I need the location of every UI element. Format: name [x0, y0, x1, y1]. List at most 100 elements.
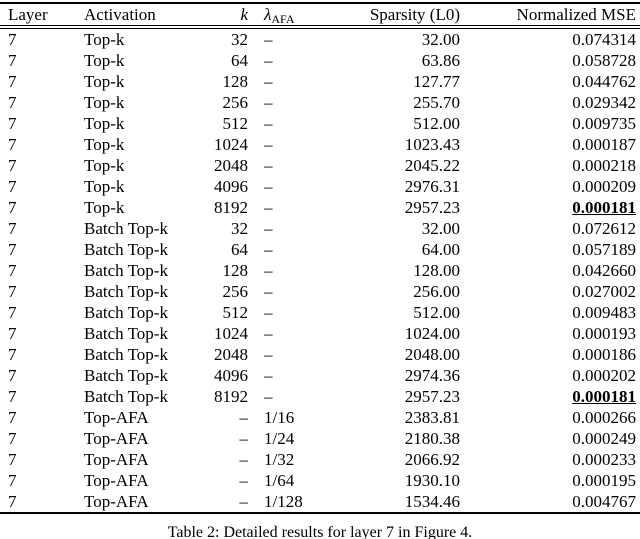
cell-sparsity: 256.00	[413, 282, 460, 301]
cell-lambda: –	[264, 219, 273, 238]
cell-k: 256	[222, 282, 249, 301]
cell-layer: 7	[8, 156, 17, 175]
cell-activation: Top-k	[84, 72, 125, 91]
cell-mse: 0.000187	[572, 135, 636, 154]
table-row: 7 Top-k 128 – 127.77 0.044762	[0, 71, 640, 92]
cell-mse: 0.042660	[572, 261, 636, 280]
header-row: Layer Activation k λAFA Sparsity (L0) No…	[0, 3, 640, 29]
cell-sparsity: 2383.81	[404, 408, 460, 427]
cell-k: 8192	[214, 387, 248, 406]
cell-mse: 0.000218	[572, 156, 636, 175]
cell-mse: 0.044762	[572, 72, 636, 91]
cell-mse: 0.000249	[572, 429, 636, 448]
cell-k: 2048	[214, 345, 248, 364]
cell-lambda: –	[264, 51, 273, 70]
table-row: 7 Top-k 32 – 32.00 0.074314	[0, 27, 640, 50]
header-k: k	[200, 3, 250, 29]
cell-layer: 7	[8, 408, 17, 427]
cell-k: 64	[231, 51, 248, 70]
table-row: 7 Batch Top-k 512 – 512.00 0.009483	[0, 302, 640, 323]
cell-sparsity: 127.77	[413, 72, 460, 91]
cell-k: 32	[231, 30, 248, 49]
cell-k: –	[239, 408, 249, 427]
cell-lambda: –	[264, 240, 273, 259]
cell-lambda: –	[264, 72, 273, 91]
cell-lambda: 1/64	[264, 471, 295, 490]
cell-activation: Batch Top-k	[84, 324, 168, 343]
cell-sparsity: 512.00	[413, 303, 460, 322]
table-row: 7 Top-k 512 – 512.00 0.009735	[0, 113, 640, 134]
cell-k: 1024	[214, 324, 248, 343]
table-row: 7 Top-AFA – 1/128 1534.46 0.004767	[0, 491, 640, 513]
cell-activation: Batch Top-k	[84, 240, 168, 259]
cell-layer: 7	[8, 450, 17, 469]
cell-sparsity: 32.00	[421, 219, 460, 238]
cell-activation: Top-k	[84, 135, 125, 154]
cell-mse: 0.000181	[572, 198, 636, 217]
table-row: 7 Top-k 1024 – 1023.43 0.000187	[0, 134, 640, 155]
cell-layer: 7	[8, 114, 17, 133]
table-row: 7 Top-AFA – 1/16 2383.81 0.000266	[0, 407, 640, 428]
cell-activation: Top-k	[84, 198, 125, 217]
table-row: 7 Batch Top-k 2048 – 2048.00 0.000186	[0, 344, 640, 365]
cell-lambda: –	[264, 324, 273, 343]
cell-sparsity: 255.70	[413, 93, 460, 112]
cell-sparsity: 2045.22	[404, 156, 460, 175]
cell-k: 4096	[214, 177, 248, 196]
cell-lambda: 1/32	[264, 450, 295, 469]
cell-lambda: –	[264, 156, 273, 175]
cell-sparsity: 1930.10	[404, 471, 460, 490]
table-row: 7 Batch Top-k 4096 – 2974.36 0.000202	[0, 365, 640, 386]
cell-mse: 0.000195	[572, 471, 636, 490]
table-body: 7 Top-k 32 – 32.00 0.074314 7 Top-k 64 –…	[0, 27, 640, 513]
cell-lambda: 1/24	[264, 429, 295, 448]
cell-lambda: –	[264, 387, 273, 406]
cell-layer: 7	[8, 261, 17, 280]
cell-lambda: –	[264, 135, 273, 154]
table-caption: Table 2: Detailed results for layer 7 in…	[167, 524, 473, 539]
cell-activation: Batch Top-k	[84, 345, 168, 364]
cell-mse: 0.000186	[572, 345, 636, 364]
cell-activation: Top-AFA	[84, 471, 149, 490]
cell-activation: Top-AFA	[84, 492, 149, 511]
results-table: Layer Activation k λAFA Sparsity (L0) No…	[0, 2, 640, 514]
cell-sparsity: 512.00	[413, 114, 460, 133]
cell-layer: 7	[8, 324, 17, 343]
cell-layer: 7	[8, 345, 17, 364]
cell-activation: Top-k	[84, 114, 125, 133]
table-row: 7 Batch Top-k 32 – 32.00 0.072612	[0, 218, 640, 239]
cell-lambda: –	[264, 282, 273, 301]
cell-k: 512	[222, 114, 249, 133]
cell-mse: 0.000233	[572, 450, 636, 469]
cell-sparsity: 2957.23	[404, 198, 460, 217]
cell-layer: 7	[8, 177, 17, 196]
cell-lambda: 1/128	[264, 492, 303, 511]
cell-activation: Batch Top-k	[84, 261, 168, 280]
cell-k: –	[239, 471, 249, 490]
cell-lambda: –	[264, 345, 273, 364]
cell-activation: Top-k	[84, 93, 125, 112]
cell-k: 512	[222, 303, 249, 322]
table-row: 7 Top-AFA – 1/32 2066.92 0.000233	[0, 449, 640, 470]
cell-mse: 0.009483	[572, 303, 636, 322]
cell-activation: Top-k	[84, 51, 125, 70]
cell-mse: 0.074314	[572, 30, 636, 49]
cell-layer: 7	[8, 30, 17, 49]
cell-activation: Top-k	[84, 156, 125, 175]
cell-activation: Batch Top-k	[84, 303, 168, 322]
cell-k: –	[239, 450, 249, 469]
cell-lambda: –	[264, 30, 273, 49]
header-sparsity: Sparsity (L0)	[320, 3, 462, 29]
cell-sparsity: 2180.38	[404, 429, 460, 448]
cell-mse: 0.000202	[572, 366, 636, 385]
cell-lambda: –	[264, 114, 273, 133]
k-symbol: k	[240, 5, 248, 24]
cell-layer: 7	[8, 429, 17, 448]
cell-mse: 0.004767	[572, 492, 636, 511]
cell-activation: Batch Top-k	[84, 282, 168, 301]
cell-k: 4096	[214, 366, 248, 385]
cell-sparsity: 1534.46	[404, 492, 460, 511]
table-row: 7 Batch Top-k 128 – 128.00 0.042660	[0, 260, 640, 281]
cell-layer: 7	[8, 198, 17, 217]
cell-mse: 0.000266	[572, 408, 636, 427]
